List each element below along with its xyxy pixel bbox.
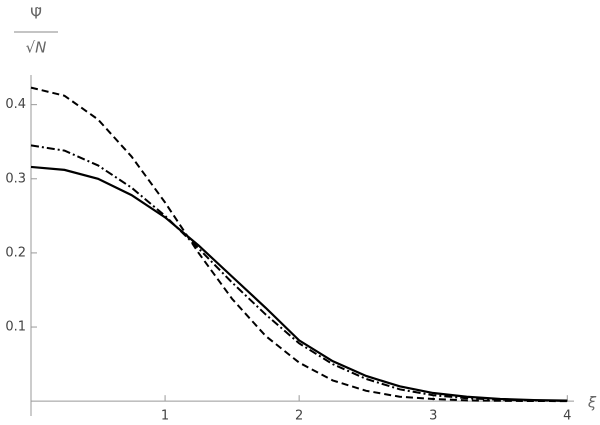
y-tick-label: 0.3	[5, 171, 26, 186]
y-label-denominator: √N	[26, 39, 47, 57]
curve	[30, 144, 568, 402]
y-tick-label: 0.2	[5, 245, 26, 260]
x-tick-label: 2	[295, 409, 303, 424]
y-label-numerator: Ψ̃	[30, 5, 42, 23]
curve	[30, 165, 568, 402]
x-tick-label: 3	[429, 409, 437, 424]
x-tick-label: 1	[161, 409, 169, 424]
y-tick-label: 0.1	[5, 320, 26, 335]
x-tick-label: 4	[563, 409, 571, 424]
y-tick-label: 0.4	[5, 97, 26, 112]
x-label: ξ	[587, 394, 597, 412]
curve	[30, 86, 568, 403]
